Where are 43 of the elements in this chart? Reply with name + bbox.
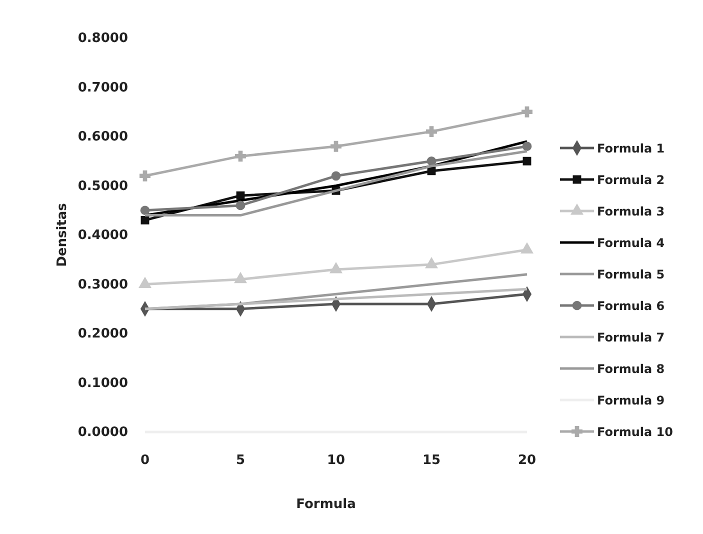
point (522, 142, 532, 152)
y-tick-label: 0.3000 (78, 277, 128, 292)
x-tick-label: 15 (422, 453, 441, 468)
y-tick-label: 0.6000 (78, 130, 128, 145)
point (330, 140, 342, 152)
legend-label: Formula 2 (597, 173, 665, 187)
legend-label: Formula 6 (597, 299, 665, 313)
x-tick-label: 20 (518, 453, 536, 468)
point (330, 262, 342, 274)
point (140, 206, 150, 216)
legend-label: Formula 4 (597, 236, 665, 250)
point (140, 216, 150, 224)
x-tick-label: 0 (140, 453, 150, 468)
y-tick-label: 0.8000 (78, 31, 128, 46)
y-tick-label: 0.4000 (78, 228, 128, 244)
legend-label: Formula 7 (597, 330, 665, 344)
x-tick-label: 10 (326, 453, 346, 468)
point (425, 258, 438, 268)
y-tick-label: 0.1000 (78, 376, 128, 391)
point (235, 150, 246, 162)
point (522, 156, 532, 166)
point (140, 170, 150, 182)
point (138, 277, 152, 288)
legend-label: Formula 9 (597, 394, 665, 408)
y-tick-label: 0.2000 (78, 326, 128, 342)
x-tick-label: 5 (236, 453, 246, 468)
y-tick-label: 0.5000 (78, 178, 128, 194)
point (234, 272, 247, 284)
legend-label: Formula 5 (597, 268, 665, 282)
legend-label: Formula 3 (597, 204, 665, 218)
legend-label: Formula 10 (597, 425, 674, 439)
point (522, 106, 532, 118)
x-axis-title: Formula (296, 497, 356, 512)
point (426, 126, 437, 138)
y-axis-title: Densitas (55, 202, 70, 267)
legend-label: Formula 8 (597, 362, 665, 376)
y-tick-label: 0.7000 (78, 80, 128, 96)
y-tick-label: 0.0000 (78, 425, 128, 440)
point (426, 156, 436, 166)
point (520, 242, 534, 254)
point (331, 171, 341, 181)
legend-label: Formula 1 (597, 142, 665, 156)
point (236, 200, 246, 210)
